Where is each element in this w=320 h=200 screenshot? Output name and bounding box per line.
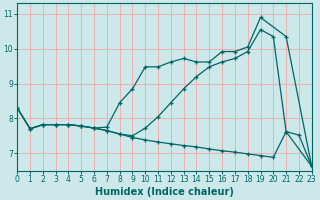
X-axis label: Humidex (Indice chaleur): Humidex (Indice chaleur) [95, 187, 234, 197]
